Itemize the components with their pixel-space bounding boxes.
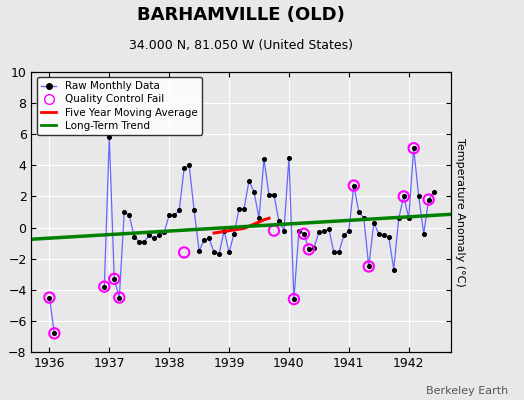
Point — [350, 182, 358, 189]
Point — [255, 215, 263, 222]
Point — [340, 232, 348, 238]
Point — [50, 330, 59, 336]
Point — [245, 178, 253, 184]
Point — [400, 193, 408, 200]
Point — [355, 209, 363, 215]
Point — [365, 263, 373, 270]
Legend: Raw Monthly Data, Quality Control Fail, Five Year Moving Average, Long-Term Tren: Raw Monthly Data, Quality Control Fail, … — [37, 77, 202, 135]
Point — [250, 188, 258, 195]
Text: 34.000 N, 81.050 W (United States): 34.000 N, 81.050 W (United States) — [129, 39, 353, 52]
Text: Berkeley Earth: Berkeley Earth — [426, 386, 508, 396]
Point — [270, 228, 278, 234]
Point — [304, 246, 313, 252]
Point — [335, 249, 343, 256]
Point — [145, 232, 154, 238]
Point — [185, 162, 193, 168]
Point — [424, 196, 433, 203]
Point — [45, 294, 53, 301]
Point — [270, 192, 278, 198]
Point — [350, 182, 358, 189]
Point — [430, 188, 438, 195]
Point — [45, 294, 53, 301]
Point — [325, 226, 333, 232]
Point — [165, 212, 173, 218]
Point — [180, 249, 188, 256]
Point — [135, 238, 144, 245]
Point — [110, 276, 118, 282]
Point — [379, 232, 388, 238]
Point — [300, 230, 308, 237]
Point — [320, 228, 328, 234]
Point — [155, 232, 163, 238]
Point — [110, 276, 118, 282]
Point — [140, 238, 148, 245]
Point — [115, 294, 124, 301]
Point — [295, 228, 303, 234]
Point — [50, 330, 59, 336]
Point — [210, 249, 219, 256]
Point — [280, 228, 288, 234]
Point — [235, 206, 243, 212]
Point — [190, 207, 199, 214]
Point — [215, 251, 223, 257]
Point — [275, 218, 283, 224]
Point — [170, 212, 178, 218]
Point — [409, 145, 418, 152]
Point — [180, 165, 188, 172]
Point — [385, 234, 393, 240]
Point — [424, 196, 433, 203]
Point — [160, 229, 168, 236]
Point — [115, 294, 124, 301]
Point — [389, 266, 398, 273]
Point — [125, 212, 134, 218]
Point — [345, 228, 353, 234]
Point — [409, 145, 418, 152]
Point — [265, 192, 273, 198]
Point — [240, 206, 248, 212]
Point — [300, 230, 308, 237]
Point — [105, 134, 114, 140]
Point — [150, 235, 158, 242]
Point — [365, 263, 373, 270]
Point — [330, 249, 338, 256]
Point — [205, 235, 213, 242]
Point — [285, 154, 293, 161]
Point — [375, 230, 383, 237]
Point — [100, 284, 108, 290]
Point — [260, 156, 268, 162]
Point — [230, 230, 238, 237]
Point — [304, 246, 313, 252]
Point — [315, 229, 323, 236]
Point — [130, 234, 138, 240]
Point — [175, 207, 183, 214]
Point — [225, 249, 233, 256]
Point — [220, 228, 228, 234]
Point — [290, 296, 298, 302]
Point — [395, 215, 403, 222]
Point — [120, 209, 128, 215]
Point — [100, 284, 108, 290]
Point — [310, 244, 318, 251]
Point — [414, 193, 423, 200]
Point — [420, 230, 428, 237]
Point — [290, 296, 298, 302]
Text: BARHAMVILLE (OLD): BARHAMVILLE (OLD) — [137, 6, 345, 24]
Point — [195, 248, 203, 254]
Point — [200, 237, 208, 243]
Point — [400, 193, 408, 200]
Y-axis label: Temperature Anomaly (°C): Temperature Anomaly (°C) — [454, 138, 465, 286]
Point — [359, 215, 368, 222]
Point — [405, 215, 413, 222]
Point — [369, 220, 378, 226]
